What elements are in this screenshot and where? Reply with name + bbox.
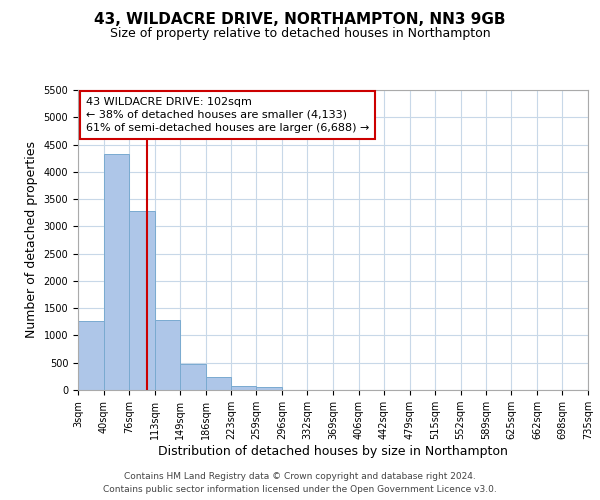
Bar <box>231 386 256 390</box>
Bar <box>78 320 104 390</box>
Bar <box>180 364 205 390</box>
Bar <box>205 377 231 390</box>
X-axis label: Distribution of detached houses by size in Northampton: Distribution of detached houses by size … <box>158 445 508 458</box>
Text: Contains HM Land Registry data © Crown copyright and database right 2024.: Contains HM Land Registry data © Crown c… <box>124 472 476 481</box>
Text: Contains public sector information licensed under the Open Government Licence v3: Contains public sector information licen… <box>103 485 497 494</box>
Text: 43, WILDACRE DRIVE, NORTHAMPTON, NN3 9GB: 43, WILDACRE DRIVE, NORTHAMPTON, NN3 9GB <box>94 12 506 28</box>
Bar <box>256 388 282 390</box>
Bar <box>104 154 129 390</box>
Bar <box>129 211 155 390</box>
Text: 43 WILDACRE DRIVE: 102sqm
← 38% of detached houses are smaller (4,133)
61% of se: 43 WILDACRE DRIVE: 102sqm ← 38% of detac… <box>86 96 369 133</box>
Text: Size of property relative to detached houses in Northampton: Size of property relative to detached ho… <box>110 28 490 40</box>
Bar <box>155 320 180 390</box>
Y-axis label: Number of detached properties: Number of detached properties <box>25 142 38 338</box>
